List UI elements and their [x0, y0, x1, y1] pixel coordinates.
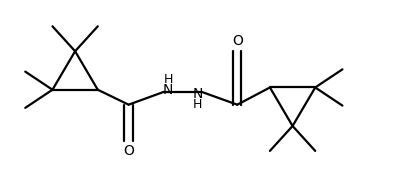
Text: N: N [163, 83, 173, 97]
Text: H: H [193, 98, 202, 111]
Text: H: H [163, 73, 173, 86]
Text: O: O [123, 144, 134, 158]
Text: O: O [232, 34, 243, 48]
Text: N: N [192, 87, 203, 101]
